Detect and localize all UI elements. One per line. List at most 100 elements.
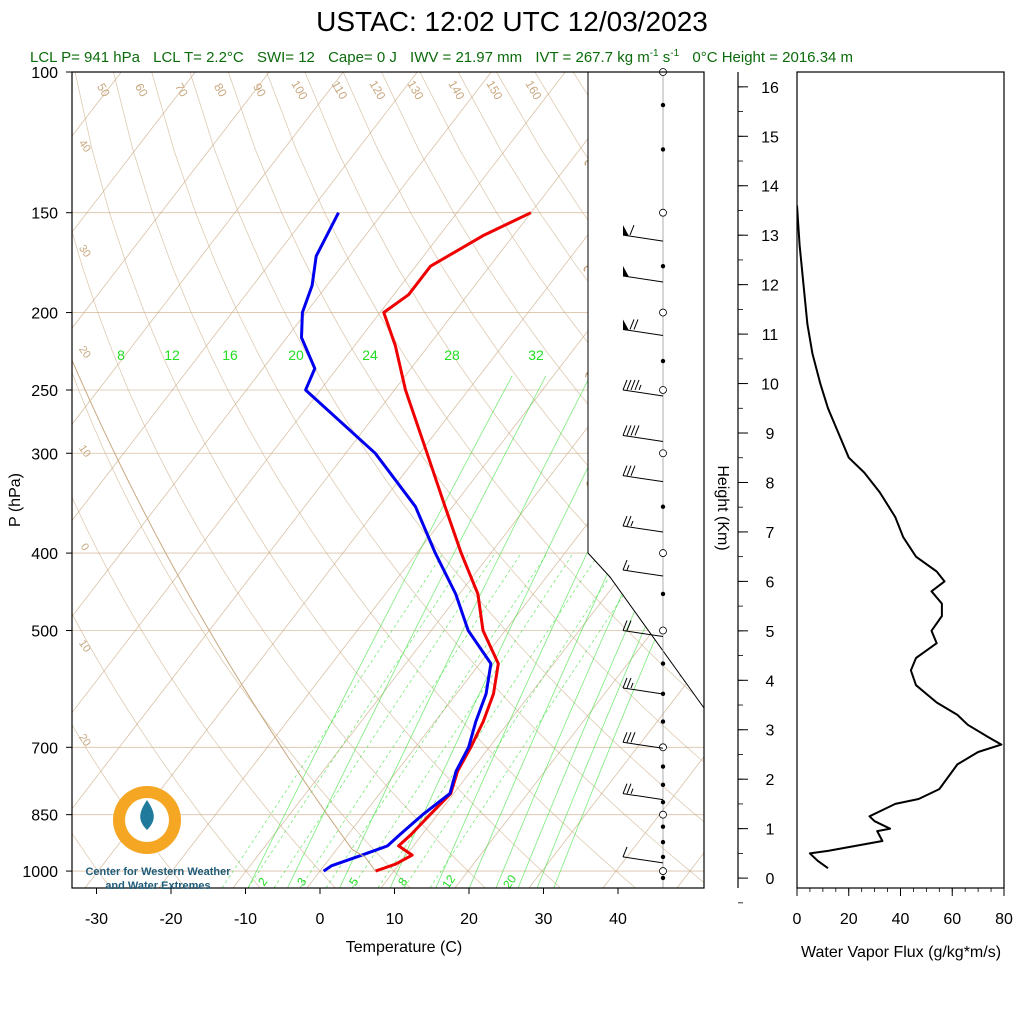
flux-y-tick-label: 1: [766, 822, 775, 839]
mixing-ratio-label: 32: [528, 347, 544, 363]
y-tick-label: 200: [31, 306, 58, 323]
wind-barb-flag: [626, 732, 632, 743]
wind-barb-flag: [630, 379, 636, 391]
logo-drop-icon: [140, 800, 154, 830]
wind-level-marker: [659, 549, 667, 557]
flux-y-tick-label: 6: [766, 574, 775, 591]
x-tick-label: -20: [159, 911, 182, 928]
wind-barb-staff: [622, 569, 664, 577]
mixing-ratio-label: 8: [117, 347, 125, 363]
moist-adiabat-line: [247, 554, 469, 888]
zero-c-height: 0°C Height = 2016.34 m: [692, 49, 854, 66]
moist-adiabat-line: [325, 554, 547, 888]
dry-adiabat-line: [72, 724, 186, 888]
wind-level-marker: [659, 867, 667, 875]
wind-barb-flag: [626, 379, 632, 391]
ivt-value: IVT = 267.7 kg m-1 s-1: [535, 48, 680, 66]
logo-text-line1: Center for Western Weather: [85, 866, 231, 878]
swi-value: SWI= 12: [256, 49, 315, 66]
wind-barb: [622, 620, 664, 638]
wind-barb-flag: [626, 677, 632, 689]
dry-adiabat-line: [649, 72, 704, 150]
dry-adiabat-line: [72, 371, 411, 888]
wind-barb: [622, 783, 664, 801]
isotherm-label: 20: [76, 344, 93, 361]
mixing-ratio-label: 12: [164, 347, 180, 363]
wind-barb: [622, 846, 664, 864]
isotherm-label: 20: [76, 732, 93, 749]
x-tick-label: 20: [460, 911, 478, 928]
mixing-ratio-lower-label: 8: [395, 875, 410, 889]
isotherm-label: 30: [76, 243, 93, 260]
y-tick-label: 500: [31, 624, 58, 641]
wind-barb-pennant: [623, 319, 629, 331]
mixing-ratio-label: 24: [362, 347, 378, 363]
dry-adiabat-line: [72, 612, 261, 888]
wind-barb-flag: [626, 783, 632, 794]
wind-level-dot: [660, 358, 666, 364]
parcel-path-line: [72, 358, 376, 872]
wind-level-dot: [660, 764, 666, 769]
y-tick-label: 400: [31, 546, 58, 563]
y-tick-label: 150: [31, 206, 58, 223]
dry-adiabat-label: 90: [250, 81, 269, 100]
wind-barb-flag: [626, 425, 632, 436]
wind-barb-flag: [622, 515, 628, 527]
wind-barb-flag: [626, 515, 632, 527]
wind-barb-flag: [622, 846, 628, 858]
wind-barb-flag: [622, 783, 628, 794]
wind-level-marker: [659, 308, 667, 317]
wind-barb-column: [587, 68, 705, 888]
wind-barb: [622, 677, 664, 695]
x-tick-label: -30: [85, 911, 108, 928]
lcl-temperature: LCL T= 2.2°C: [153, 49, 244, 66]
wind-barb-flag: [622, 425, 628, 436]
wind-barb-flag: [630, 425, 636, 436]
dry-adiabat-line: [227, 72, 704, 763]
x-tick-label: 0: [316, 911, 325, 928]
wind-barb: [622, 465, 664, 483]
flux-y-tick-label: 11: [762, 327, 779, 344]
dry-adiabat-label: 140: [445, 78, 467, 103]
wind-barb: [622, 265, 664, 283]
mixing-ratio-line: [247, 375, 513, 888]
dry-adiabat-line: [74, 72, 561, 888]
wind-level-dot: [660, 854, 666, 860]
flux-y-tick-label: 0: [766, 871, 775, 888]
wind-barb-pennant: [623, 225, 629, 237]
wind-level-dot: [660, 782, 666, 788]
wind-level-marker: [659, 810, 667, 819]
wind-barb: [622, 732, 664, 749]
y-tick-label: 850: [31, 808, 58, 825]
wind-barb: [622, 379, 664, 397]
dry-adiabat-line: [113, 72, 636, 888]
mixing-ratio-label: 28: [444, 347, 460, 363]
wind-barb-flag: [626, 465, 632, 476]
wind-level-dot: [660, 147, 666, 152]
flux-y-tick-label: 13: [761, 228, 779, 245]
dry-adiabat-line: [304, 72, 704, 647]
dry-adiabat-line: [72, 496, 336, 888]
flux-plot-area: [797, 205, 1003, 870]
wind-level-dot: [660, 591, 666, 597]
flux-x-tick-label: 80: [995, 911, 1013, 928]
moist-adiabat-line: [351, 554, 573, 888]
wind-barb-staff: [622, 741, 664, 749]
flux-x-axis-label: Water Vapor Flux (g/kg*m/s): [801, 944, 1001, 961]
wind-barb-flag: [622, 732, 628, 743]
flux-y-tick-label: 12: [761, 278, 779, 295]
wind-level-dot: [660, 661, 666, 666]
isotherm-line: [454, 563, 704, 888]
isotherm-label: 10: [76, 443, 93, 460]
moist-adiabat-line: [403, 554, 625, 888]
wind-barb-flag: [622, 465, 628, 476]
wind-level-marker: [659, 626, 667, 635]
wind-barb-half-flag: [626, 564, 630, 571]
wind-barb-staff: [622, 389, 664, 397]
x-tick-label: -10: [234, 911, 257, 928]
mixing-ratio-line: [339, 375, 591, 888]
isotherm-line: [72, 72, 196, 233]
sounding-info-line: LCL P= 941 hPa LCL T= 2.2°C SWI= 12 Cape…: [30, 48, 1020, 66]
flux-y-tick-label: 3: [766, 723, 775, 740]
temperature-profile-line: [375, 211, 532, 873]
